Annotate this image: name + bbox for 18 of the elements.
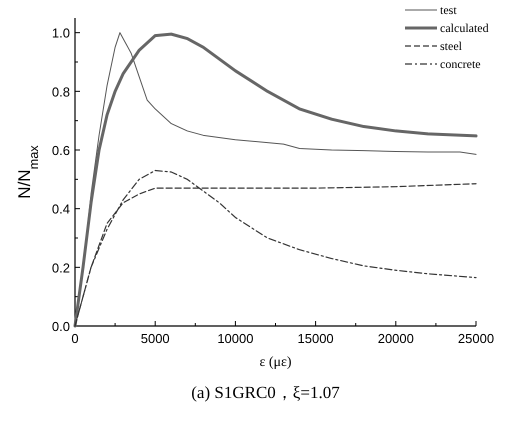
y-tick-label: 0.4 — [52, 202, 70, 217]
x-tick-label: 5000 — [140, 331, 170, 346]
y-tick-label: 0.2 — [52, 260, 70, 276]
y-tick-label: 0.6 — [52, 143, 70, 158]
text: 0.0 — [52, 319, 70, 334]
legend-label: test — [440, 3, 458, 17]
y-tick-label: 0.8 — [52, 84, 70, 100]
legend-label: steel — [440, 39, 463, 53]
x-tick-label: 0 — [71, 331, 79, 346]
x-tick-label: 10000 — [217, 331, 254, 346]
text: (a) S1GRC0，ξ=1.07 — [191, 383, 340, 402]
legend-label: concrete — [440, 57, 481, 71]
x-axis-title: ε (με) — [259, 355, 292, 370]
x-tick-label: 20000 — [378, 331, 414, 346]
legend-label: calculated — [440, 21, 489, 35]
y-tick-label: 1.0 — [52, 26, 70, 41]
x-tick-label: 15000 — [298, 331, 334, 346]
x-tick-label: 25000 — [458, 331, 494, 346]
